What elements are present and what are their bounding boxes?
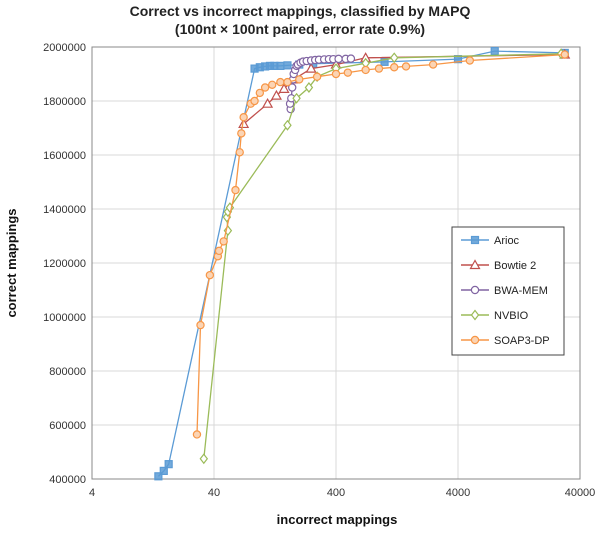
data-point-soap3-dp	[295, 75, 304, 84]
data-point-soap3-dp	[276, 77, 285, 87]
legend-box	[451, 226, 565, 356]
data-point-soap3-dp	[235, 148, 244, 157]
data-point-soap3-dp	[196, 320, 205, 330]
series-group	[154, 46, 571, 481]
data-point-soap3-dp	[219, 237, 228, 246]
legend-label: Arioc	[494, 235, 520, 247]
data-point-soap3-dp	[260, 83, 270, 92]
data-point-bowtie-2	[305, 62, 317, 73]
data-point-soap3-dp	[283, 77, 292, 87]
legend-item-arioc: Arioc	[461, 235, 520, 247]
y-tick-label: 400000	[49, 474, 86, 486]
data-point-soap3-dp	[231, 185, 240, 195]
data-point-soap3-dp	[401, 62, 411, 71]
data-point-soap3-dp	[343, 68, 353, 77]
y-tick-label: 1000000	[43, 312, 86, 324]
data-point-soap3-dp	[465, 56, 475, 65]
data-point-nvbio	[283, 119, 292, 131]
data-point-bwa-mem	[346, 54, 356, 63]
series-soap3-dp	[192, 50, 569, 439]
data-point-bwa-mem	[334, 54, 343, 64]
data-point-arioc	[380, 57, 389, 66]
data-point-soap3-dp	[331, 69, 341, 79]
data-point-bowtie-2	[262, 97, 274, 108]
data-point-soap3-dp	[205, 270, 215, 280]
chart-subtitle: (100nt × 100nt paired, error rate 0.9%)	[175, 21, 425, 37]
legend-label: NVBIO	[494, 310, 529, 322]
data-point-soap3-dp	[428, 60, 438, 69]
y-tick-label: 1200000	[43, 258, 86, 270]
plot-area-frame	[91, 46, 581, 480]
data-point-arioc	[154, 472, 163, 481]
y-axis-ticks: 400000 600000 800000 1000000 1200000 1400000 1…	[43, 42, 86, 486]
data-point-soap3-dp	[312, 72, 322, 81]
data-point-arioc	[164, 460, 173, 469]
data-point-arioc	[283, 61, 292, 70]
y-tick-label: 1800000	[43, 96, 86, 108]
data-point-bowtie-2	[278, 83, 290, 93]
data-point-bowtie-2	[238, 118, 250, 129]
data-point-arioc	[276, 61, 285, 71]
data-point-nvbio	[199, 453, 209, 465]
data-point-soap3-dp	[255, 88, 265, 98]
legend-label: Bowtie 2	[494, 260, 536, 272]
legend-item-bowtie-2: Bowtie 2	[461, 259, 536, 272]
data-point-soap3-dp	[214, 246, 224, 256]
data-point-soap3-dp	[374, 64, 384, 73]
x-axis-ticks: 4 40 400 4000 40000	[89, 487, 595, 499]
legend-label: SOAP3-DP	[494, 335, 550, 347]
data-point-soap3-dp	[237, 129, 246, 138]
data-point-bowtie-2	[270, 89, 282, 100]
x-tick-label: 40000	[565, 487, 596, 499]
y-tick-label: 800000	[49, 366, 86, 378]
legend-item-bwa-mem: BWA-MEM	[461, 285, 548, 297]
y-tick-label: 600000	[49, 420, 86, 432]
data-point-soap3-dp	[250, 96, 259, 106]
data-point-bwa-mem	[287, 83, 297, 92]
data-point-nvbio	[304, 82, 314, 93]
legend-items: Arioc Bowtie 2 BWA-MEM NVBIO SOAP3-DP	[461, 235, 550, 347]
data-point-soap3-dp	[560, 50, 569, 59]
data-point-soap3-dp	[390, 63, 399, 72]
data-point-soap3-dp	[268, 80, 277, 90]
y-tick-label: 1400000	[43, 204, 86, 216]
legend: Arioc Bowtie 2 BWA-MEM NVBIO SOAP3-DP	[451, 226, 565, 356]
y-tick-label: 2000000	[43, 42, 86, 54]
legend-marker-icon	[470, 235, 480, 245]
legend-marker-icon	[470, 335, 480, 345]
data-point-soap3-dp	[192, 430, 202, 439]
x-tick-label: 4000	[446, 487, 470, 499]
data-point-arioc	[490, 46, 499, 56]
data-point-soap3-dp	[361, 65, 370, 75]
y-axis-title: correct mappings	[4, 208, 19, 317]
data-point-soap3-dp	[239, 112, 248, 122]
y-tick-label: 1600000	[43, 150, 86, 162]
x-axis-title: incorrect mappings	[277, 512, 398, 527]
legend-label: BWA-MEM	[494, 285, 548, 297]
legend-marker-icon	[470, 285, 480, 295]
legend-item-soap3-dp: SOAP3-DP	[461, 335, 550, 347]
legend-item-nvbio: NVBIO	[461, 309, 529, 322]
series-bwa-mem	[285, 54, 356, 114]
data-point-arioc	[159, 466, 168, 475]
data-point-nvbio	[292, 92, 301, 104]
x-tick-label: 4	[89, 487, 95, 499]
x-tick-label: 40	[208, 487, 220, 499]
legend-marker-icon	[469, 259, 481, 270]
data-point-nvbio	[389, 52, 399, 64]
legend-marker-icon	[470, 309, 480, 321]
series-arioc	[154, 46, 569, 481]
x-tick-label: 400	[327, 487, 345, 499]
chart-title: Correct vs incorrect mappings, classifie…	[130, 3, 471, 19]
